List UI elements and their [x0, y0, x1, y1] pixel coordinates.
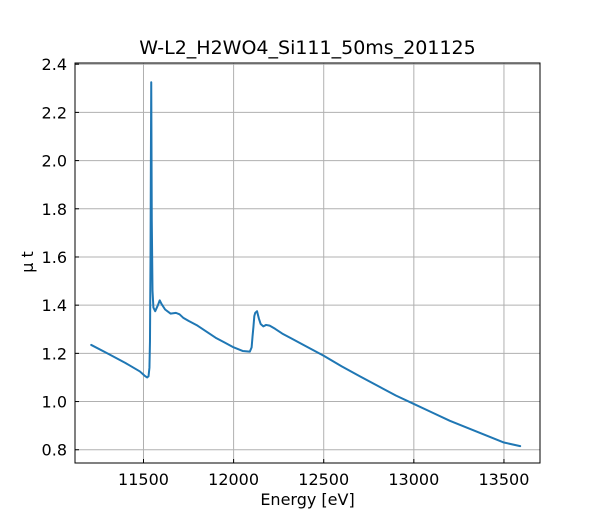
y-tick-label: 1.2	[42, 344, 67, 363]
ticks: 11500 12000 12500 13000 13500 0.8 1.0 1.2 1.4 1.6…	[42, 55, 530, 489]
x-tick-label: 13000	[388, 470, 439, 489]
x-tick-label: 12000	[208, 470, 259, 489]
series-line	[90, 81, 522, 448]
x-tick-label: 11500	[118, 470, 169, 489]
plot-frame	[74, 62, 541, 464]
y-tick-label: 1.0	[42, 393, 67, 412]
x-axis-label: Energy [eV]	[260, 490, 354, 509]
x-tick-label: 13500	[479, 470, 530, 489]
x-tick-label: 12500	[298, 470, 349, 489]
y-tick-label: 2.2	[42, 103, 67, 122]
y-tick-label: 1.4	[42, 296, 67, 315]
y-tick-label: 0.8	[42, 441, 67, 460]
y-tick-label: 2.0	[42, 152, 67, 171]
y-tick-label: 1.8	[42, 200, 67, 219]
y-axis-label: μ t	[18, 251, 37, 273]
chart-title: W-L2_H2WO4_Si111_50ms_201125	[139, 37, 475, 59]
y-tick-label: 2.4	[42, 55, 67, 74]
grid	[75, 63, 540, 463]
series-layer	[90, 81, 522, 448]
y-tick-label: 1.6	[42, 248, 67, 267]
